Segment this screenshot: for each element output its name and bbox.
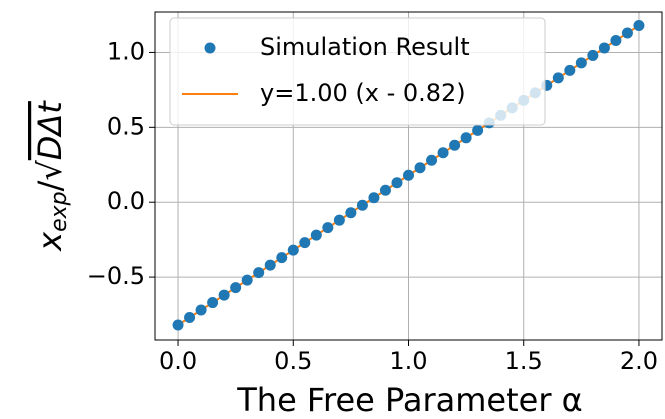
point: [414, 162, 426, 174]
point: [575, 57, 587, 69]
point: [241, 274, 253, 286]
legend-label: y=1.00 (x - 0.82): [260, 79, 466, 107]
y-label-main: x: [31, 231, 69, 252]
point: [287, 244, 299, 256]
point: [449, 139, 461, 151]
point: [345, 207, 357, 219]
point: [598, 42, 610, 54]
point: [426, 154, 438, 166]
point: [621, 27, 633, 39]
point: [437, 147, 449, 159]
point: [333, 214, 345, 226]
y-label-sub: exp: [47, 191, 72, 232]
point: [195, 304, 207, 316]
y-tick-label: 1.0: [107, 37, 145, 65]
y-label-rest: /√: [31, 160, 69, 192]
point: [552, 72, 564, 84]
point: [356, 199, 368, 211]
legend-label: Simulation Result: [260, 33, 470, 61]
point: [472, 124, 484, 136]
y-label-root: DΔt: [31, 100, 69, 161]
point: [379, 184, 391, 196]
point: [207, 297, 219, 309]
point: [218, 289, 230, 301]
point: [299, 237, 311, 249]
point: [322, 222, 334, 234]
point: [460, 132, 472, 144]
legend-marker: [204, 42, 216, 54]
plot-frame: [154, 11, 663, 341]
point: [610, 34, 622, 46]
x-axis-label: The Free Parameter α: [236, 381, 583, 419]
point: [633, 19, 645, 31]
x-tick-label: 0.0: [159, 347, 197, 375]
point: [310, 229, 322, 241]
x-tick-label: 0.5: [274, 347, 312, 375]
point: [564, 64, 576, 76]
y-tick-label: 0.5: [107, 112, 145, 140]
y-tick-label: 0.0: [107, 187, 145, 215]
x-tick-label: 2.0: [620, 347, 658, 375]
y-tick-label: −0.5: [87, 262, 145, 290]
point: [368, 192, 380, 204]
point: [172, 319, 184, 331]
point: [184, 312, 196, 324]
point: [230, 282, 242, 294]
point: [391, 177, 403, 189]
point: [587, 49, 599, 61]
point: [264, 259, 276, 271]
point: [253, 267, 265, 279]
x-tick-label: 1.5: [505, 347, 543, 375]
point: [403, 169, 414, 181]
y-axis-label: xexp/√DΔt: [31, 100, 72, 252]
x-tick-label: 1.0: [389, 347, 427, 375]
point: [276, 252, 288, 264]
legend-box: [169, 17, 546, 126]
